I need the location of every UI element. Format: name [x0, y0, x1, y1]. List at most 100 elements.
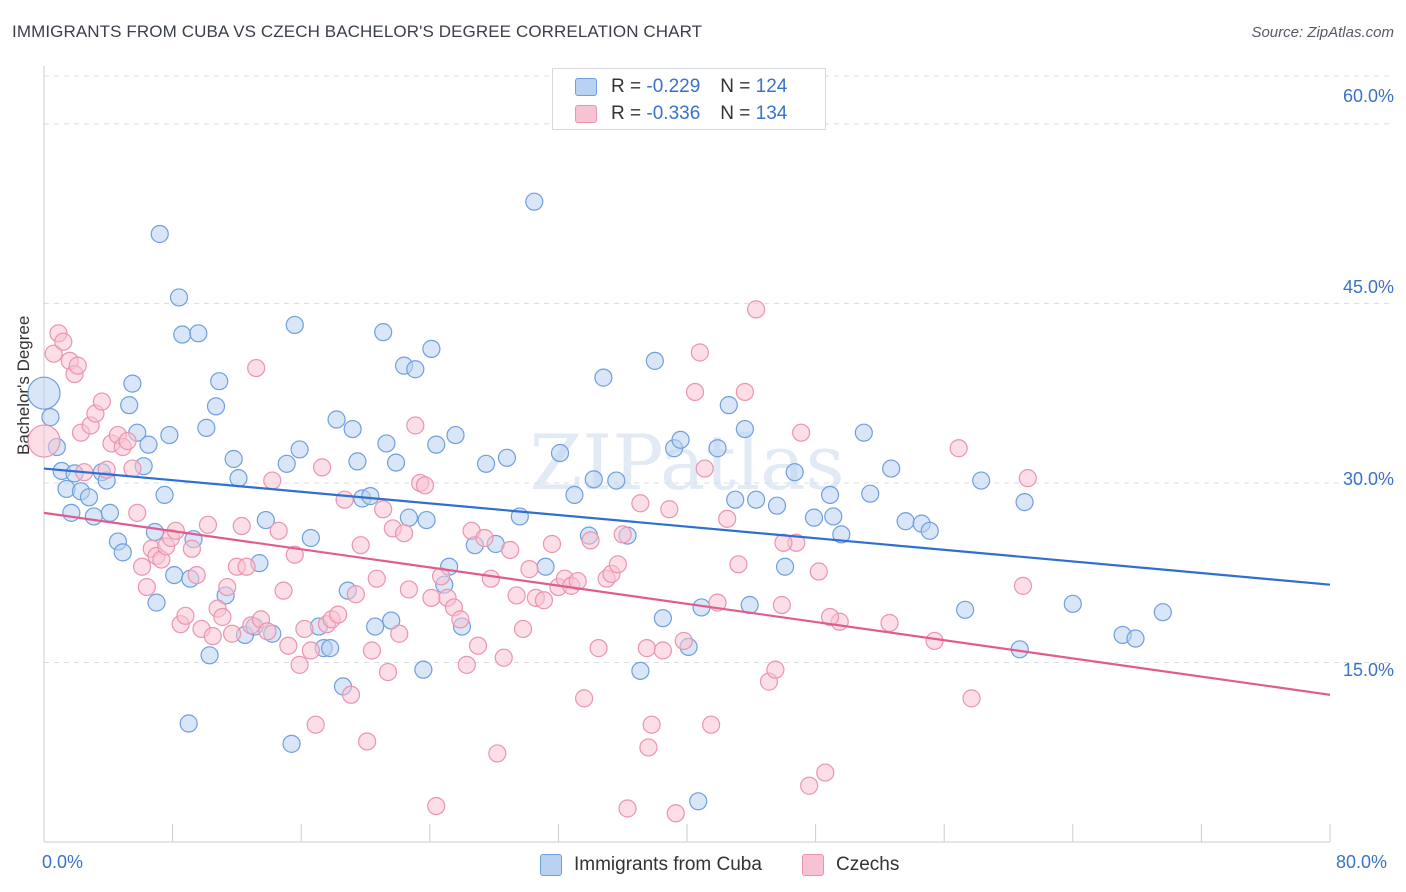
- czechs-point: [279, 636, 298, 655]
- cuba-point: [147, 593, 166, 612]
- r-label: R =: [611, 103, 642, 124]
- czechs-point: [274, 581, 293, 600]
- czechs-point: [269, 521, 288, 540]
- czechs-point: [820, 607, 840, 627]
- czechs-point: [481, 569, 500, 588]
- czechs-point: [374, 500, 393, 519]
- czechs-point: [520, 560, 539, 579]
- czechs-point: [581, 531, 600, 550]
- x-tick-label: 80.0%: [1336, 852, 1388, 872]
- cuba-point: [804, 508, 824, 527]
- czechs-point: [198, 515, 218, 534]
- czechs-point: [247, 358, 266, 378]
- cuba-point: [155, 485, 174, 505]
- cuba-point: [173, 325, 192, 344]
- czechs-point: [290, 655, 309, 674]
- czechs-point: [880, 613, 899, 633]
- czechs-point: [351, 536, 370, 555]
- czechs-point: [735, 382, 754, 402]
- cuba-point: [169, 288, 189, 307]
- n-value: 134: [755, 103, 788, 124]
- cuba-point: [301, 528, 320, 548]
- cuba-point: [775, 557, 795, 576]
- y-tick-label: 45.0%: [1342, 277, 1394, 297]
- czechs-point: [792, 423, 811, 442]
- cuba-trendline: [43, 467, 1331, 586]
- cuba-point: [382, 611, 401, 630]
- legend-item-cuba[interactable]: Immigrants from Cuba: [540, 852, 762, 878]
- czechs-point: [613, 525, 632, 544]
- czechs-point: [118, 431, 137, 451]
- cuba-point: [584, 470, 603, 489]
- cuba-point: [565, 485, 584, 505]
- cuba-point: [550, 443, 570, 463]
- cuba-point: [594, 368, 613, 387]
- czechs-point: [962, 689, 981, 708]
- cuba-point: [861, 484, 880, 503]
- czechs-point: [68, 356, 87, 375]
- czechs-point: [800, 776, 819, 795]
- czechs-point: [637, 639, 656, 658]
- legend-label: Immigrants from Cuba: [574, 854, 762, 875]
- cuba-point: [446, 425, 465, 445]
- czechs-point: [258, 622, 277, 641]
- czechs-point: [187, 565, 206, 585]
- cuba-point: [206, 397, 226, 416]
- cuba-point: [290, 440, 309, 459]
- czechs-point: [494, 648, 513, 667]
- cuba-point: [62, 503, 81, 522]
- czechs-point: [618, 799, 637, 818]
- czechs-point: [390, 624, 409, 643]
- czechs-point: [406, 416, 425, 435]
- czechs-point: [488, 744, 507, 763]
- czechs-point: [301, 641, 320, 660]
- czechs-point: [415, 476, 435, 495]
- blue-swatch-icon: [540, 854, 562, 876]
- cuba-point: [785, 463, 804, 482]
- czechs-point: [341, 685, 361, 704]
- czechs-point: [54, 332, 73, 351]
- czechs-point: [295, 619, 314, 639]
- czechs-point: [766, 660, 785, 679]
- cuba-point: [386, 453, 406, 472]
- czechs-point: [513, 619, 533, 639]
- chart-source: Source: ZipAtlas.com: [1251, 24, 1394, 41]
- czechs-point: [674, 631, 693, 651]
- czechs-point: [182, 539, 201, 558]
- pink-swatch-icon: [575, 105, 597, 123]
- cuba-point: [972, 471, 991, 490]
- cuba-point: [631, 661, 650, 680]
- czechs-point: [949, 439, 968, 458]
- czechs-point: [747, 300, 766, 319]
- czechs-point: [631, 494, 650, 513]
- cuba-point: [366, 617, 385, 636]
- cuba-point: [719, 396, 738, 415]
- cuba-point: [321, 639, 340, 658]
- cuba-point: [200, 646, 219, 665]
- czechs-point: [575, 689, 594, 708]
- czechs-point: [653, 641, 672, 660]
- czechs-point: [203, 627, 222, 646]
- cuba-point: [422, 339, 441, 358]
- legend-item-czechs[interactable]: Czechs: [802, 852, 899, 878]
- czechs-point: [702, 715, 721, 734]
- cuba-point: [165, 565, 184, 585]
- czechs-point: [925, 631, 944, 651]
- czechs-point: [285, 545, 304, 564]
- cuba-point: [747, 490, 766, 509]
- cuba-point: [210, 372, 229, 391]
- legend-row-cuba: R = -0.229 N = 124: [575, 75, 787, 99]
- czechs-point: [367, 569, 386, 588]
- czechs-point: [690, 343, 709, 362]
- czechs-point: [468, 636, 488, 655]
- czechs-point: [399, 580, 419, 599]
- y-tick-label: 30.0%: [1342, 469, 1394, 489]
- czechs-point: [237, 557, 256, 576]
- czechs-point: [128, 503, 147, 522]
- n-label: N =: [720, 76, 751, 97]
- cuba-point: [277, 454, 296, 473]
- czechs-point: [1013, 576, 1033, 595]
- czechs-point: [232, 516, 251, 536]
- cuba-point: [113, 543, 132, 562]
